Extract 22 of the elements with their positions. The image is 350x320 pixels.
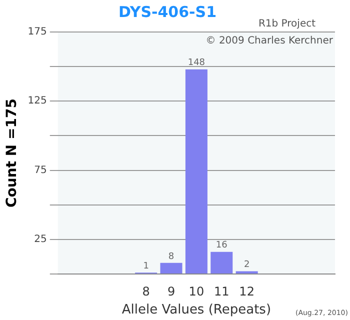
annotation: © 2009 Charles Kerchner <box>206 36 334 47</box>
chart-title: DYS-406-S1 <box>118 2 217 21</box>
x-tick-label: 12 <box>239 284 254 298</box>
data-label: 8 <box>168 252 174 262</box>
text: R1b Project <box>258 18 316 30</box>
y-tick-label: 125 <box>28 96 47 107</box>
data-label: 16 <box>216 240 228 251</box>
x-tick-label: 11 <box>214 284 230 298</box>
bar <box>160 262 182 274</box>
x-tick-label: 8 <box>142 284 150 298</box>
bar <box>210 252 233 274</box>
bar <box>185 69 208 274</box>
data-label: 1 <box>143 261 149 272</box>
y-axis-title: Count N =175 <box>4 98 20 208</box>
data-label: 2 <box>244 260 250 270</box>
y-tick-label: 175 <box>28 26 47 38</box>
y-tick-label: 75 <box>34 164 47 176</box>
x-tick-label: 10 <box>188 284 204 298</box>
x-tick-label: 9 <box>167 284 176 298</box>
x-axis-title: Allele Values (Repeats) <box>122 302 272 318</box>
y-tick-label: 25 <box>34 234 47 246</box>
data-label: 148 <box>188 58 206 68</box>
